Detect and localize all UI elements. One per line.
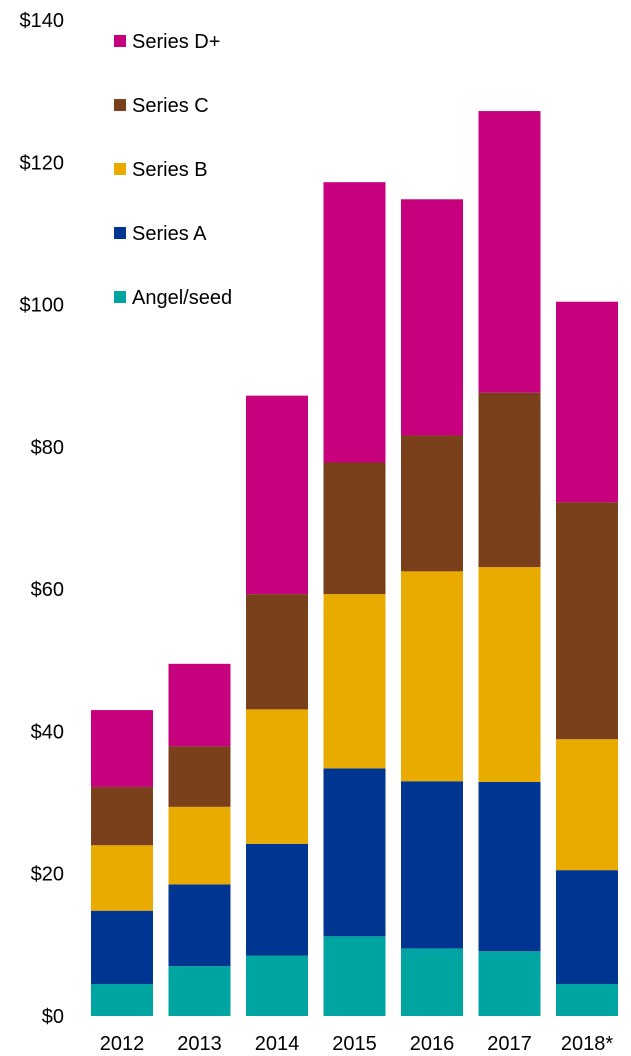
bar-segment — [91, 786, 153, 846]
legend-label: Series C — [132, 95, 209, 117]
y-tick-label: $0 — [42, 1006, 64, 1028]
x-tick-label: 2012 — [100, 1033, 145, 1055]
bar-segment — [168, 663, 231, 747]
bar-segment — [478, 111, 541, 393]
y-tick-label: $40 — [31, 721, 64, 743]
legend-swatch — [114, 99, 126, 111]
bar-segment — [168, 966, 231, 1016]
y-tick-label: $100 — [20, 295, 65, 317]
bar-segment — [168, 806, 231, 885]
y-tick-label: $80 — [31, 437, 64, 459]
x-tick-label: 2015 — [332, 1033, 377, 1055]
bar-segment — [556, 502, 618, 740]
x-axis: 2012 2013 2014 2015 2016 2017 2018* — [100, 1033, 614, 1055]
bar-segment — [91, 910, 153, 984]
bar-segment — [323, 182, 386, 463]
y-tick-label: $140 — [20, 10, 65, 32]
bar-segment — [478, 951, 541, 1016]
legend-swatch — [114, 291, 126, 303]
bar-segment — [478, 567, 541, 782]
bar-segment — [556, 870, 618, 984]
bar-segment — [323, 594, 386, 769]
bar-segment — [478, 781, 541, 952]
bar-segment — [401, 571, 463, 782]
bar-segment — [168, 884, 231, 967]
y-tick-label: $20 — [31, 864, 64, 886]
y-tick-label: $120 — [20, 152, 65, 174]
x-tick-label: 2014 — [255, 1033, 300, 1055]
bar-segment — [556, 301, 618, 503]
legend: Series D+ Series C Series B Series A Angel/s… — [114, 31, 232, 309]
legend-label: Series B — [132, 159, 208, 181]
bar-segment — [556, 983, 618, 1016]
bar-segment — [401, 199, 463, 436]
x-tick-label: 2017 — [487, 1033, 532, 1055]
x-tick-label: 2013 — [177, 1033, 222, 1055]
bar-segment — [246, 709, 308, 844]
bar-segment — [401, 781, 463, 949]
legend-label: Series D+ — [132, 31, 220, 53]
bar-segment — [246, 843, 308, 956]
bar-segment — [478, 392, 541, 568]
bar-segment — [246, 955, 308, 1016]
bar-segment — [91, 845, 153, 911]
bar-segment — [323, 936, 386, 1016]
bar-segment — [556, 739, 618, 871]
bar-segment — [401, 435, 463, 572]
x-tick-label: 2018* — [561, 1033, 613, 1055]
bar-segment — [168, 746, 231, 807]
y-tick-label: $60 — [31, 579, 64, 601]
legend-label: Angel/seed — [132, 287, 232, 309]
bar-segment — [91, 710, 153, 787]
bar-segment — [401, 948, 463, 1016]
bar-segment — [246, 395, 308, 595]
legend-swatch — [114, 35, 126, 47]
bar-segment — [323, 768, 386, 937]
bars — [91, 111, 618, 1016]
legend-swatch — [114, 163, 126, 175]
bar-segment — [246, 594, 308, 710]
legend-swatch — [114, 227, 126, 239]
bar-segment — [91, 983, 153, 1016]
x-tick-label: 2016 — [410, 1033, 455, 1055]
legend-label: Series A — [132, 223, 207, 245]
y-axis: $0 $20 $40 $60 $80 $100 $120 $140 — [20, 10, 65, 1028]
bar-segment — [323, 462, 386, 595]
